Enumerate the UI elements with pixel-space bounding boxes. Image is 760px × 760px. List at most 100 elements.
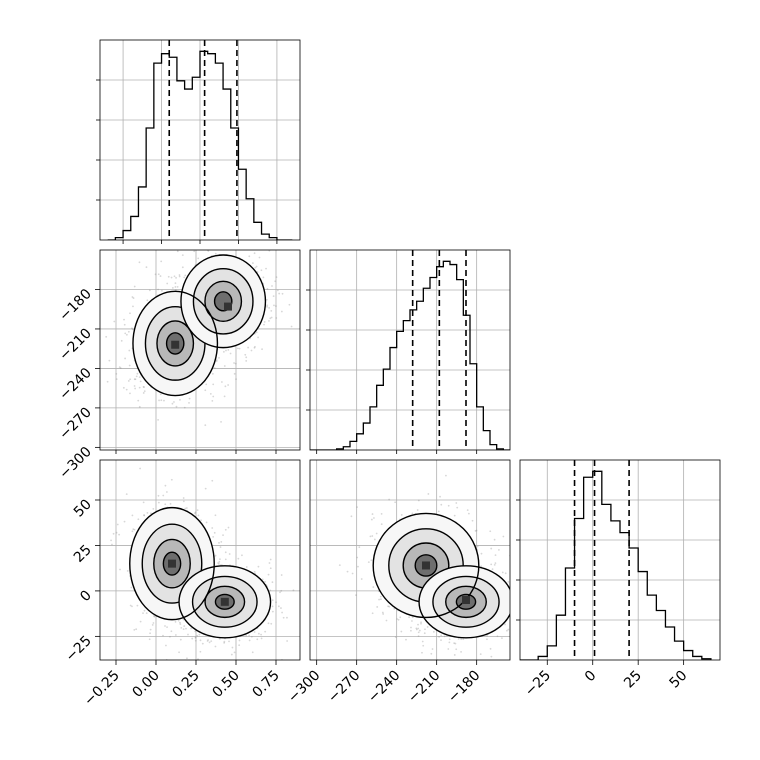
scatter-point: [228, 553, 231, 555]
scatter-point: [125, 388, 128, 391]
scatter-point: [131, 530, 134, 533]
scatter-point: [270, 622, 273, 625]
y-tick-label: 50: [71, 497, 95, 521]
outer-contour: [418, 565, 510, 639]
scatter-point: [514, 652, 516, 654]
x-tick-label: −270: [325, 668, 364, 707]
scatter-point: [146, 299, 149, 302]
joint-panel-param-2-vs-param-3: −300 −270 −240 −210 −180: [285, 459, 516, 707]
scatter-point: [338, 564, 341, 567]
scatter-point: [174, 286, 177, 288]
scatter-point: [397, 618, 400, 621]
scatter-point: [175, 405, 178, 408]
scatter-point: [491, 568, 494, 571]
scatter-point: [115, 378, 118, 380]
scatter-point: [133, 285, 136, 288]
scatter-point: [148, 638, 151, 641]
scatter-point: [136, 372, 139, 375]
scatter-point: [253, 346, 256, 349]
scatter-point: [248, 255, 251, 258]
scatter-point: [218, 637, 221, 640]
x-tick-label: −0.25: [81, 668, 123, 710]
scatter-point: [512, 563, 514, 565]
scatter-point: [418, 629, 421, 632]
scatter-point: [158, 399, 160, 402]
scatter-point: [454, 642, 457, 645]
panel-frame: [309, 459, 511, 661]
scatter-point: [255, 265, 258, 268]
scatter-point: [118, 366, 121, 368]
scatter-point: [165, 644, 167, 647]
scatter-point: [134, 378, 137, 381]
scatter-point: [399, 616, 402, 619]
scatter-point: [396, 618, 398, 620]
scatter-point: [133, 528, 136, 531]
scatter-point: [218, 560, 221, 563]
scatter-point: [134, 387, 137, 390]
scatter-point: [194, 636, 197, 639]
scatter-point: [149, 512, 152, 515]
histogram-clip: [310, 250, 510, 450]
scatter-point: [271, 610, 274, 613]
scatter-point: [513, 587, 515, 589]
scatter-point: [194, 512, 196, 515]
scatter-point: [162, 634, 164, 637]
scatter-point: [373, 538, 376, 541]
scatter-point: [205, 521, 208, 524]
scatter-point: [171, 402, 174, 405]
scatter-point: [236, 243, 238, 245]
scatter-point: [501, 571, 504, 574]
scatter-point: [253, 631, 256, 633]
scatter-point: [125, 493, 128, 496]
x-tick-label: 50: [667, 668, 691, 692]
scatter-point: [139, 620, 142, 623]
scatter-point: [480, 565, 483, 568]
scatter-point: [241, 554, 243, 557]
scatter-point: [135, 628, 138, 631]
scatter-point: [178, 651, 180, 654]
scatter-point: [254, 247, 256, 249]
joint-clip: [105, 243, 293, 455]
scatter-point: [394, 501, 397, 504]
scatter-point: [263, 321, 266, 323]
scatter-point: [479, 653, 482, 656]
scatter-point: [256, 638, 259, 641]
scatter-point: [257, 565, 260, 568]
scatter-point: [260, 637, 263, 640]
scatter-point: [417, 499, 420, 502]
scatter-point: [159, 393, 162, 396]
scatter-point: [410, 629, 412, 632]
scatter-point: [271, 581, 274, 584]
scatter-point: [126, 570, 129, 572]
histogram-clip: [520, 460, 712, 660]
density-peak: [171, 340, 180, 349]
scatter-point: [380, 523, 383, 526]
scatter-point: [415, 628, 418, 631]
scatter-point: [223, 640, 226, 643]
scatter-point: [275, 276, 278, 279]
scatter-point: [159, 275, 162, 277]
scatter-point: [167, 453, 169, 455]
scatter-point: [257, 336, 259, 339]
scatter-point: [421, 651, 423, 654]
scatter-point: [199, 650, 202, 653]
joint-panel-param-1-vs-param-2: −180−210−240−270−300: [56, 243, 301, 482]
scatter-point: [143, 386, 145, 389]
scatter-point: [511, 559, 513, 561]
scatter-point: [356, 506, 358, 509]
scatter-point: [229, 352, 232, 355]
scatter-point: [422, 644, 425, 647]
scatter-point: [493, 538, 496, 541]
scatter-point: [124, 357, 126, 360]
scatter-point: [169, 635, 171, 638]
scatter-point: [157, 288, 160, 291]
scatter-point: [369, 535, 372, 538]
scatter-point: [360, 578, 363, 580]
scatter-point: [142, 612, 144, 615]
scatter-point: [212, 383, 215, 386]
scatter-point: [440, 639, 442, 642]
scatter-point: [260, 269, 263, 272]
scatter-point: [411, 620, 413, 622]
scatter-point: [507, 580, 510, 583]
